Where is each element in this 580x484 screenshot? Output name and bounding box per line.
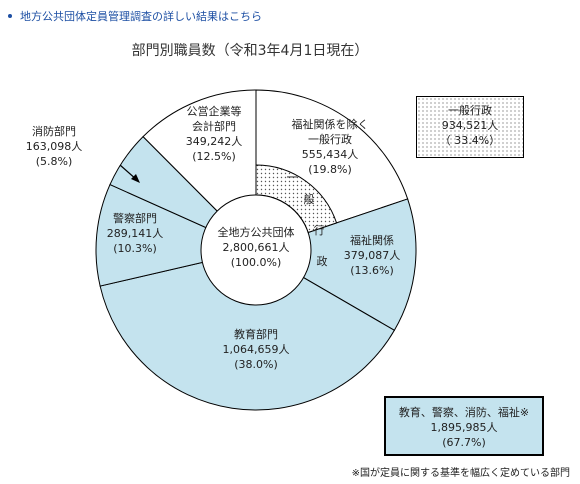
special-sectors-summary-value: 1,895,985人	[430, 421, 498, 434]
center-value: 2,800,661人	[223, 241, 290, 254]
footnote: ※国が定員に関する基準を幅広く定めている部門	[351, 468, 570, 479]
general-admin-summary-label: 一般行政	[448, 104, 492, 117]
inner-ring-char-4: 政	[317, 254, 328, 268]
segment-general-admin-label: 福祉関係を除く一般行政 555,434人(19.8%)	[292, 117, 369, 176]
segment-education-slice	[99, 249, 396, 411]
center-circle	[200, 194, 312, 306]
bullet-icon	[8, 14, 12, 18]
detailed-results-link-row: 地方公共団体定員管理調査の詳しい結果はこちら	[8, 8, 262, 24]
special-sectors-summary-label: 教育、警察、消防、福祉※	[398, 406, 530, 419]
inner-ring-char-3: 行	[314, 224, 325, 237]
segment-fire-label: 消防部門 163,098人(5.8%)	[26, 124, 83, 168]
general-admin-summary-box: 一般行政 934,521人 （ 33.4%）	[416, 96, 524, 158]
segment-education-label: 教育部門 1,064,659人(38.0%)	[223, 327, 290, 371]
segment-police-slice	[95, 183, 258, 287]
inner-ring-char-1: 一	[287, 171, 298, 184]
fire-dept-pointer-arrowhead	[131, 174, 140, 183]
segment-public-enterprise-label: 公営企業等会計部門 349,242人(12.5%)	[186, 104, 243, 163]
segment-welfare-slice	[254, 198, 417, 331]
center-percent: (100.0%)	[231, 256, 282, 269]
chart-title: 部門別職員数（令和3年4月1日現在）	[131, 43, 369, 59]
detailed-results-link[interactable]: 地方公共団体定員管理調査の詳しい結果はこちら	[20, 10, 262, 23]
general-admin-summary-percent: （ 33.4%）	[439, 134, 501, 147]
segment-police-label: 警察部門 289,141人(10.3%)	[107, 211, 164, 255]
special-sectors-summary-percent: (67.7%)	[442, 436, 486, 449]
center-label: 全地方公共団体	[218, 225, 295, 239]
inner-ring-char-2: 般	[304, 193, 315, 206]
general-admin-summary-value: 934,521人	[441, 119, 499, 132]
special-sectors-summary-box: 教育、警察、消防、福祉※ 1,895,985人 (67.7%)	[384, 396, 544, 456]
segment-welfare-label: 福祉関係 379,087人(13.6%)	[344, 233, 401, 277]
